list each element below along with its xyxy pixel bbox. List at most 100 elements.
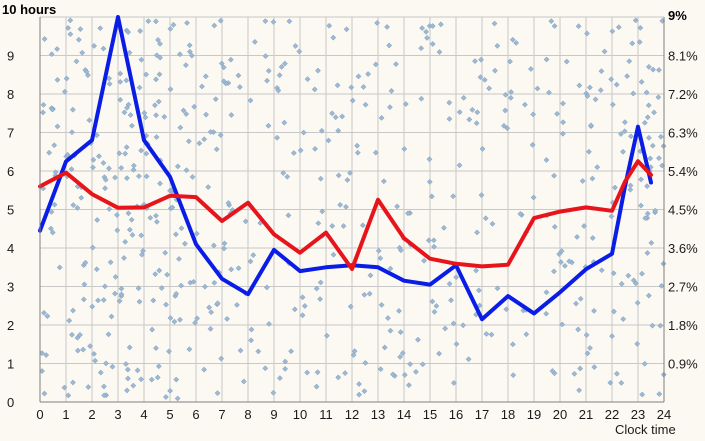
scatter-point — [318, 127, 325, 134]
scatter-point — [242, 218, 249, 225]
scatter-point — [398, 247, 404, 254]
scatter-point — [415, 336, 421, 343]
scatter-point — [562, 262, 568, 269]
scatter-point — [378, 115, 385, 121]
scatter-point — [329, 110, 335, 117]
scatter-point — [207, 129, 214, 135]
x-tick-label: 17 — [475, 407, 489, 422]
scatter-point — [106, 81, 113, 87]
scatter-point — [196, 140, 203, 147]
scatter-point — [167, 387, 173, 394]
scatter-point — [102, 283, 108, 290]
scatter-point — [69, 129, 75, 136]
scatter-point — [315, 67, 321, 74]
y-left-tick-label: 2 — [7, 318, 14, 333]
x-tick-label: 8 — [244, 407, 251, 422]
scatter-point — [587, 345, 593, 351]
scatter-point — [421, 257, 427, 264]
scatter-point — [494, 42, 501, 49]
scatter-point — [474, 229, 480, 236]
scatter-point — [329, 223, 336, 229]
scatter-point — [566, 258, 573, 265]
scatter-point — [277, 375, 283, 381]
scatter-point — [205, 184, 212, 190]
scatter-point — [64, 151, 71, 158]
scatter-point — [453, 274, 460, 281]
scatter-point — [105, 331, 112, 338]
scatter-point — [645, 292, 652, 299]
scatter-point — [74, 347, 81, 354]
scatter-point — [89, 303, 96, 310]
scatter-point — [221, 245, 227, 252]
scatter-point — [335, 374, 342, 381]
scatter-point — [313, 285, 320, 292]
scatter-point — [68, 166, 75, 173]
x-tick-label: 4 — [140, 407, 147, 422]
scatter-point — [641, 119, 648, 126]
scatter-point — [413, 368, 419, 375]
scatter-point — [118, 165, 125, 171]
scatter-point — [618, 380, 625, 386]
scatter-point — [240, 378, 247, 385]
scatter-point — [587, 84, 593, 91]
series-line-blue — [38, 15, 653, 322]
scatter-point — [148, 376, 155, 383]
scatter-point — [548, 18, 555, 25]
scatter-point — [213, 146, 220, 153]
scatter-point — [250, 252, 257, 258]
scatter-point — [67, 17, 74, 24]
scatter-point — [173, 290, 180, 297]
scatter-point — [426, 156, 433, 163]
scatter-point — [264, 77, 270, 84]
scatter-point — [220, 64, 227, 71]
scatter-point — [154, 218, 160, 225]
y-left-tick-label: 0 — [7, 395, 14, 410]
y-right-tick-label: 6.3% — [668, 126, 698, 141]
scatter-point — [292, 43, 299, 49]
scatter-point — [129, 122, 135, 129]
scatter-point — [74, 205, 81, 211]
scatter-point — [114, 212, 120, 218]
scatter-point — [221, 240, 228, 247]
scatter-point — [636, 39, 643, 45]
scatter-point — [637, 24, 644, 31]
scatter-point — [656, 67, 662, 73]
scatter-point — [393, 61, 399, 67]
scatter-point — [125, 29, 132, 35]
scatter-point — [627, 182, 634, 189]
scatter-point — [607, 379, 614, 386]
scatter-point — [551, 268, 557, 275]
scatter-point — [54, 76, 61, 83]
scatter-point — [330, 34, 337, 41]
scatter-point — [70, 379, 76, 386]
scatter-point — [407, 361, 413, 367]
scatter-point — [171, 318, 178, 325]
scatter-point — [178, 282, 185, 289]
scatter-point — [549, 368, 556, 374]
scatter-point — [51, 201, 58, 208]
scatter-point — [153, 212, 159, 219]
scatter-point — [112, 290, 118, 297]
scatter-point — [87, 343, 93, 349]
scatter-point — [560, 130, 566, 137]
x-tick-label: 19 — [527, 407, 541, 422]
scatter-point — [183, 167, 190, 174]
scatter-point — [153, 76, 159, 83]
scatter-point — [441, 224, 447, 231]
scatter-point — [184, 20, 190, 26]
x-tick-label: 13 — [371, 407, 385, 422]
scatter-point — [124, 175, 130, 181]
scatter-point — [482, 215, 489, 222]
scatter-point — [91, 351, 97, 357]
scatter-point — [384, 24, 390, 30]
scatter-point — [190, 278, 197, 285]
scatter-point — [286, 18, 293, 25]
scatter-point — [95, 297, 101, 304]
scatter-point — [157, 40, 163, 47]
scatter-point — [73, 58, 80, 65]
scatter-point — [154, 374, 161, 381]
scatter-point — [504, 125, 511, 132]
series-line-red — [38, 159, 653, 271]
scatter-point — [228, 266, 235, 273]
